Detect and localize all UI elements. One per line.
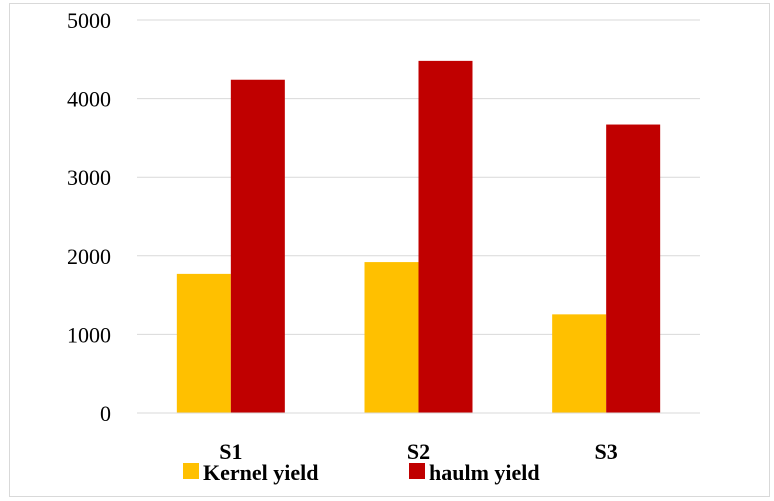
bar-s1-kernel — [176, 273, 231, 413]
legend-label: Kernel yield — [203, 460, 318, 485]
legend-swatch — [183, 463, 199, 479]
bar-s3-haulm — [606, 124, 661, 414]
bar-s2-kernel — [364, 262, 419, 413]
y-tick-label: 0 — [100, 401, 111, 426]
bar-s3-kernel — [552, 314, 607, 413]
x-tick-label: S2 — [407, 439, 430, 464]
x-tick-label: S3 — [595, 439, 618, 464]
bar-s2-haulm — [418, 60, 473, 413]
y-axis: 0 1000 2000 3000 4000 5000 — [67, 8, 111, 426]
y-tick-label: 4000 — [67, 87, 111, 112]
legend-label: haulm yield — [429, 460, 540, 485]
legend: Kernel yield haulm yield — [183, 460, 540, 485]
y-tick-label: 1000 — [67, 322, 111, 347]
x-axis: S1 S2 S3 — [219, 439, 618, 464]
x-tick-label: S1 — [219, 439, 242, 464]
y-tick-label: 5000 — [67, 8, 111, 33]
bars — [176, 60, 661, 414]
y-tick-label: 3000 — [67, 165, 111, 190]
bar-s1-haulm — [230, 79, 285, 414]
legend-swatch — [409, 463, 425, 479]
y-tick-label: 2000 — [67, 244, 111, 269]
